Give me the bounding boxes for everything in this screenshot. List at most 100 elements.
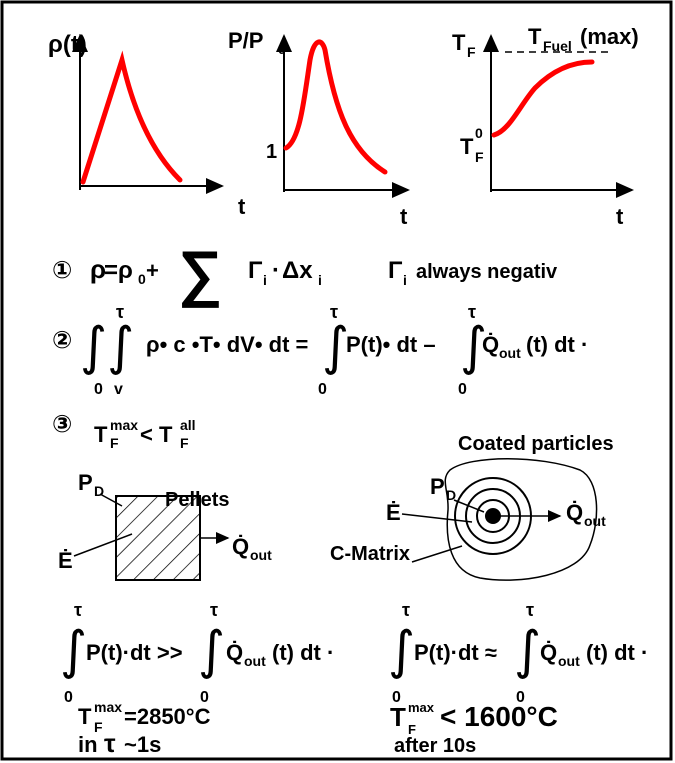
leader (453, 499, 485, 513)
leader (411, 545, 463, 563)
label: T (528, 24, 542, 49)
label: all (180, 417, 196, 433)
label: T (452, 30, 466, 55)
label: τ (526, 600, 534, 620)
label: τ (104, 728, 116, 758)
label: Γ (388, 257, 403, 284)
label: out (499, 345, 521, 361)
label: D (446, 487, 456, 503)
label: max (110, 417, 138, 433)
label: ③ (52, 411, 72, 438)
label: ② (52, 327, 72, 354)
label: τ (330, 302, 338, 322)
label: ∫∫ (80, 317, 134, 377)
label: T (460, 134, 474, 159)
label: Coated particles (458, 433, 614, 455)
label: Q̇ (482, 332, 499, 357)
label: < 1600°C (440, 701, 558, 732)
label: ① (52, 257, 72, 284)
label: T (78, 704, 92, 729)
leader (401, 513, 473, 523)
label: in (78, 732, 98, 757)
label: Q̇ (226, 640, 243, 665)
label: 0 (200, 689, 209, 706)
label: P (78, 470, 93, 495)
label: ∫ (388, 621, 415, 681)
label: (max) (580, 24, 639, 49)
label: F (408, 722, 416, 737)
label: τ (402, 600, 410, 620)
label: F (180, 435, 189, 451)
label: ∑ (178, 239, 222, 308)
label: ρ (90, 254, 106, 284)
label: P(t)·dt ≈ (414, 640, 497, 665)
label: =2850°C (124, 704, 211, 729)
label: ∫ (322, 317, 349, 377)
label: Δx (282, 257, 313, 284)
label: τ (74, 600, 82, 620)
label: 0 (138, 271, 146, 287)
label: ∫ (460, 317, 487, 377)
leader (73, 533, 133, 557)
label: after 10s (394, 735, 476, 757)
label: ~1s (124, 732, 161, 757)
label: v (114, 381, 123, 398)
label: T (94, 422, 108, 447)
label: ∫ (514, 621, 541, 681)
label: t (616, 204, 624, 229)
label: 0 (475, 125, 483, 141)
label: P(t)• dt – (346, 332, 436, 357)
label: (t) dt · (272, 640, 334, 665)
label: F (475, 149, 484, 165)
curve (80, 50, 183, 185)
label: F (94, 719, 103, 735)
label: =ρ (104, 257, 133, 284)
label: 0 (64, 689, 73, 706)
label: out (250, 547, 272, 563)
label: Γ (248, 257, 263, 284)
label: Ė (386, 500, 401, 525)
label: Pellets (165, 489, 229, 511)
label: τ (210, 600, 218, 620)
label: t (400, 204, 408, 229)
label: 0 (318, 381, 327, 398)
label: ρ• c •T• dV• dt = (146, 332, 308, 357)
curve (491, 59, 595, 138)
label: Q̇ (540, 640, 557, 665)
label: Q̇ (232, 534, 249, 559)
label: out (584, 513, 606, 529)
label: t (238, 194, 246, 219)
label: 0 (392, 689, 401, 706)
label: P (430, 474, 445, 499)
label: (t) dt · (526, 332, 588, 357)
label: max (94, 699, 122, 715)
label: 0 (94, 381, 103, 398)
label: F (110, 435, 119, 451)
label: ∫ (60, 621, 87, 681)
kernel (485, 508, 501, 524)
curve (283, 39, 388, 175)
label: i (318, 272, 322, 288)
label: τ (116, 302, 124, 322)
label: ρ(t) (48, 31, 87, 58)
matrix-blob (444, 458, 598, 581)
label: + (146, 258, 159, 283)
label: P(t)·dt >> (86, 640, 183, 665)
label: out (558, 653, 580, 669)
label: Q̇ (566, 500, 583, 525)
label: 0 (278, 41, 286, 57)
label: Ė (58, 548, 73, 573)
label: τ (468, 302, 476, 322)
pellet (115, 495, 201, 581)
leader (99, 493, 123, 507)
label: out (244, 653, 266, 669)
label: 0 (516, 689, 525, 706)
label: ∫ (198, 621, 225, 681)
label: i (263, 272, 267, 288)
label: T (390, 702, 406, 732)
label: max (408, 700, 435, 715)
label: Fuel (543, 38, 572, 54)
